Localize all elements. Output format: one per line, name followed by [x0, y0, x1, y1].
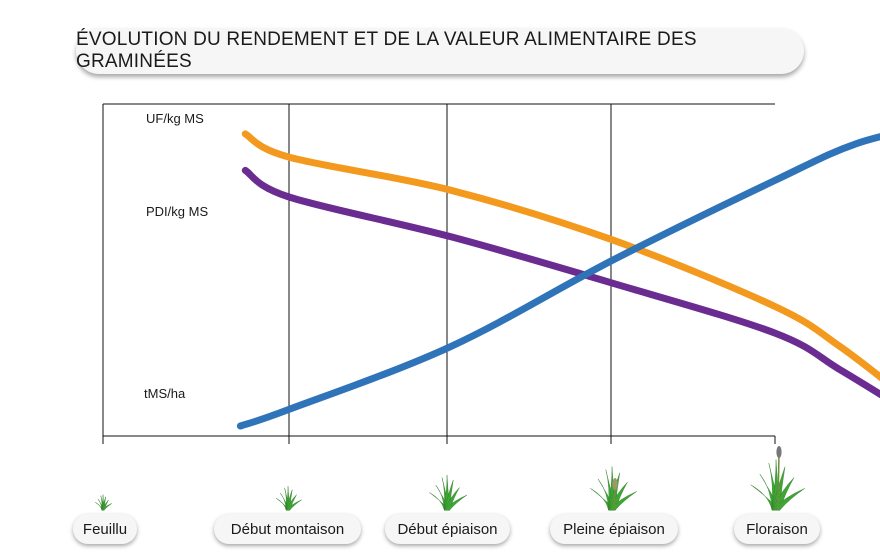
- grass-tuft-icon: [275, 486, 302, 511]
- series-label-pdi: PDI/kg MS: [146, 204, 208, 219]
- grass-tuft-icon: [429, 474, 468, 511]
- stage-label-floraison: Floraison: [734, 514, 820, 544]
- grass-seedling-icon: [95, 494, 112, 511]
- stage-label-pleine-epiaison: Pleine épiaison: [550, 514, 678, 544]
- chart-title-banner: ÉVOLUTION DU RENDEMENT ET DE LA VALEUR A…: [76, 28, 804, 74]
- grass-flowering-icon: [750, 446, 805, 511]
- stage-label-debut-epiaison: Début épiaison: [385, 514, 510, 544]
- chart-title: ÉVOLUTION DU RENDEMENT ET DE LA VALEUR A…: [76, 29, 697, 72]
- series-line-pdi: [241, 166, 880, 399]
- series-line-uf: [241, 130, 880, 382]
- stage-label-feuillu: Feuillu: [73, 514, 137, 544]
- series-label-uf: UF/kg MS: [146, 111, 204, 126]
- grass-ear-icon: [590, 466, 637, 511]
- stage-label-debut-montaison: Début montaison: [214, 514, 361, 544]
- series-line-tms: [236, 133, 880, 430]
- series-label-tms: tMS/ha: [144, 386, 186, 401]
